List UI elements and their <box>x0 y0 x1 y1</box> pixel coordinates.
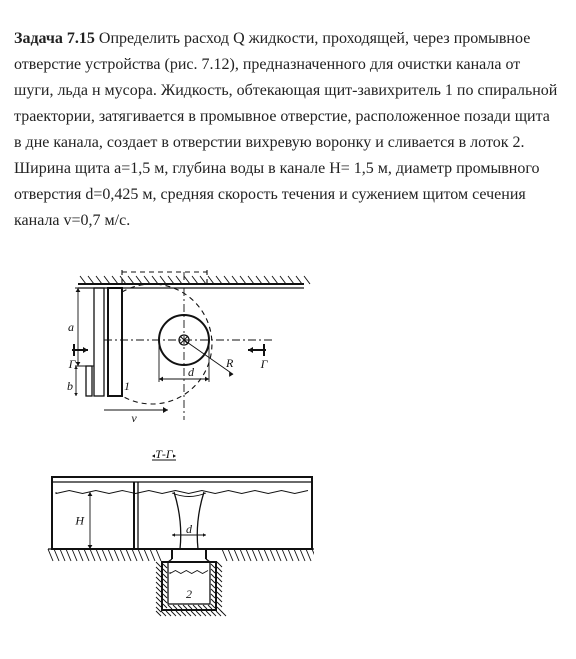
problem-text: Задача 7.15 Определить расход Q жидкости… <box>14 26 558 234</box>
svg-text:2: 2 <box>186 587 192 601</box>
svg-text:b: b <box>67 379 73 393</box>
svg-text:Т-Г: Т-Г <box>155 447 174 461</box>
svg-text:Г: Г <box>68 357 77 371</box>
svg-text:v: v <box>131 411 137 425</box>
svg-text:a: a <box>68 320 74 334</box>
svg-text:R: R <box>225 356 234 370</box>
svg-text:d: d <box>188 365 195 379</box>
problem-label: Задача 7.15 <box>14 30 95 47</box>
figure-712: abГГ1dRvТ-ГHd2 <box>14 262 558 627</box>
svg-text:H: H <box>74 514 85 528</box>
svg-text:Г: Г <box>260 357 269 371</box>
svg-text:1: 1 <box>124 379 130 393</box>
svg-text:d: d <box>186 522 193 536</box>
problem-body: Определить расход Q жидкости, проходящей… <box>14 30 557 229</box>
